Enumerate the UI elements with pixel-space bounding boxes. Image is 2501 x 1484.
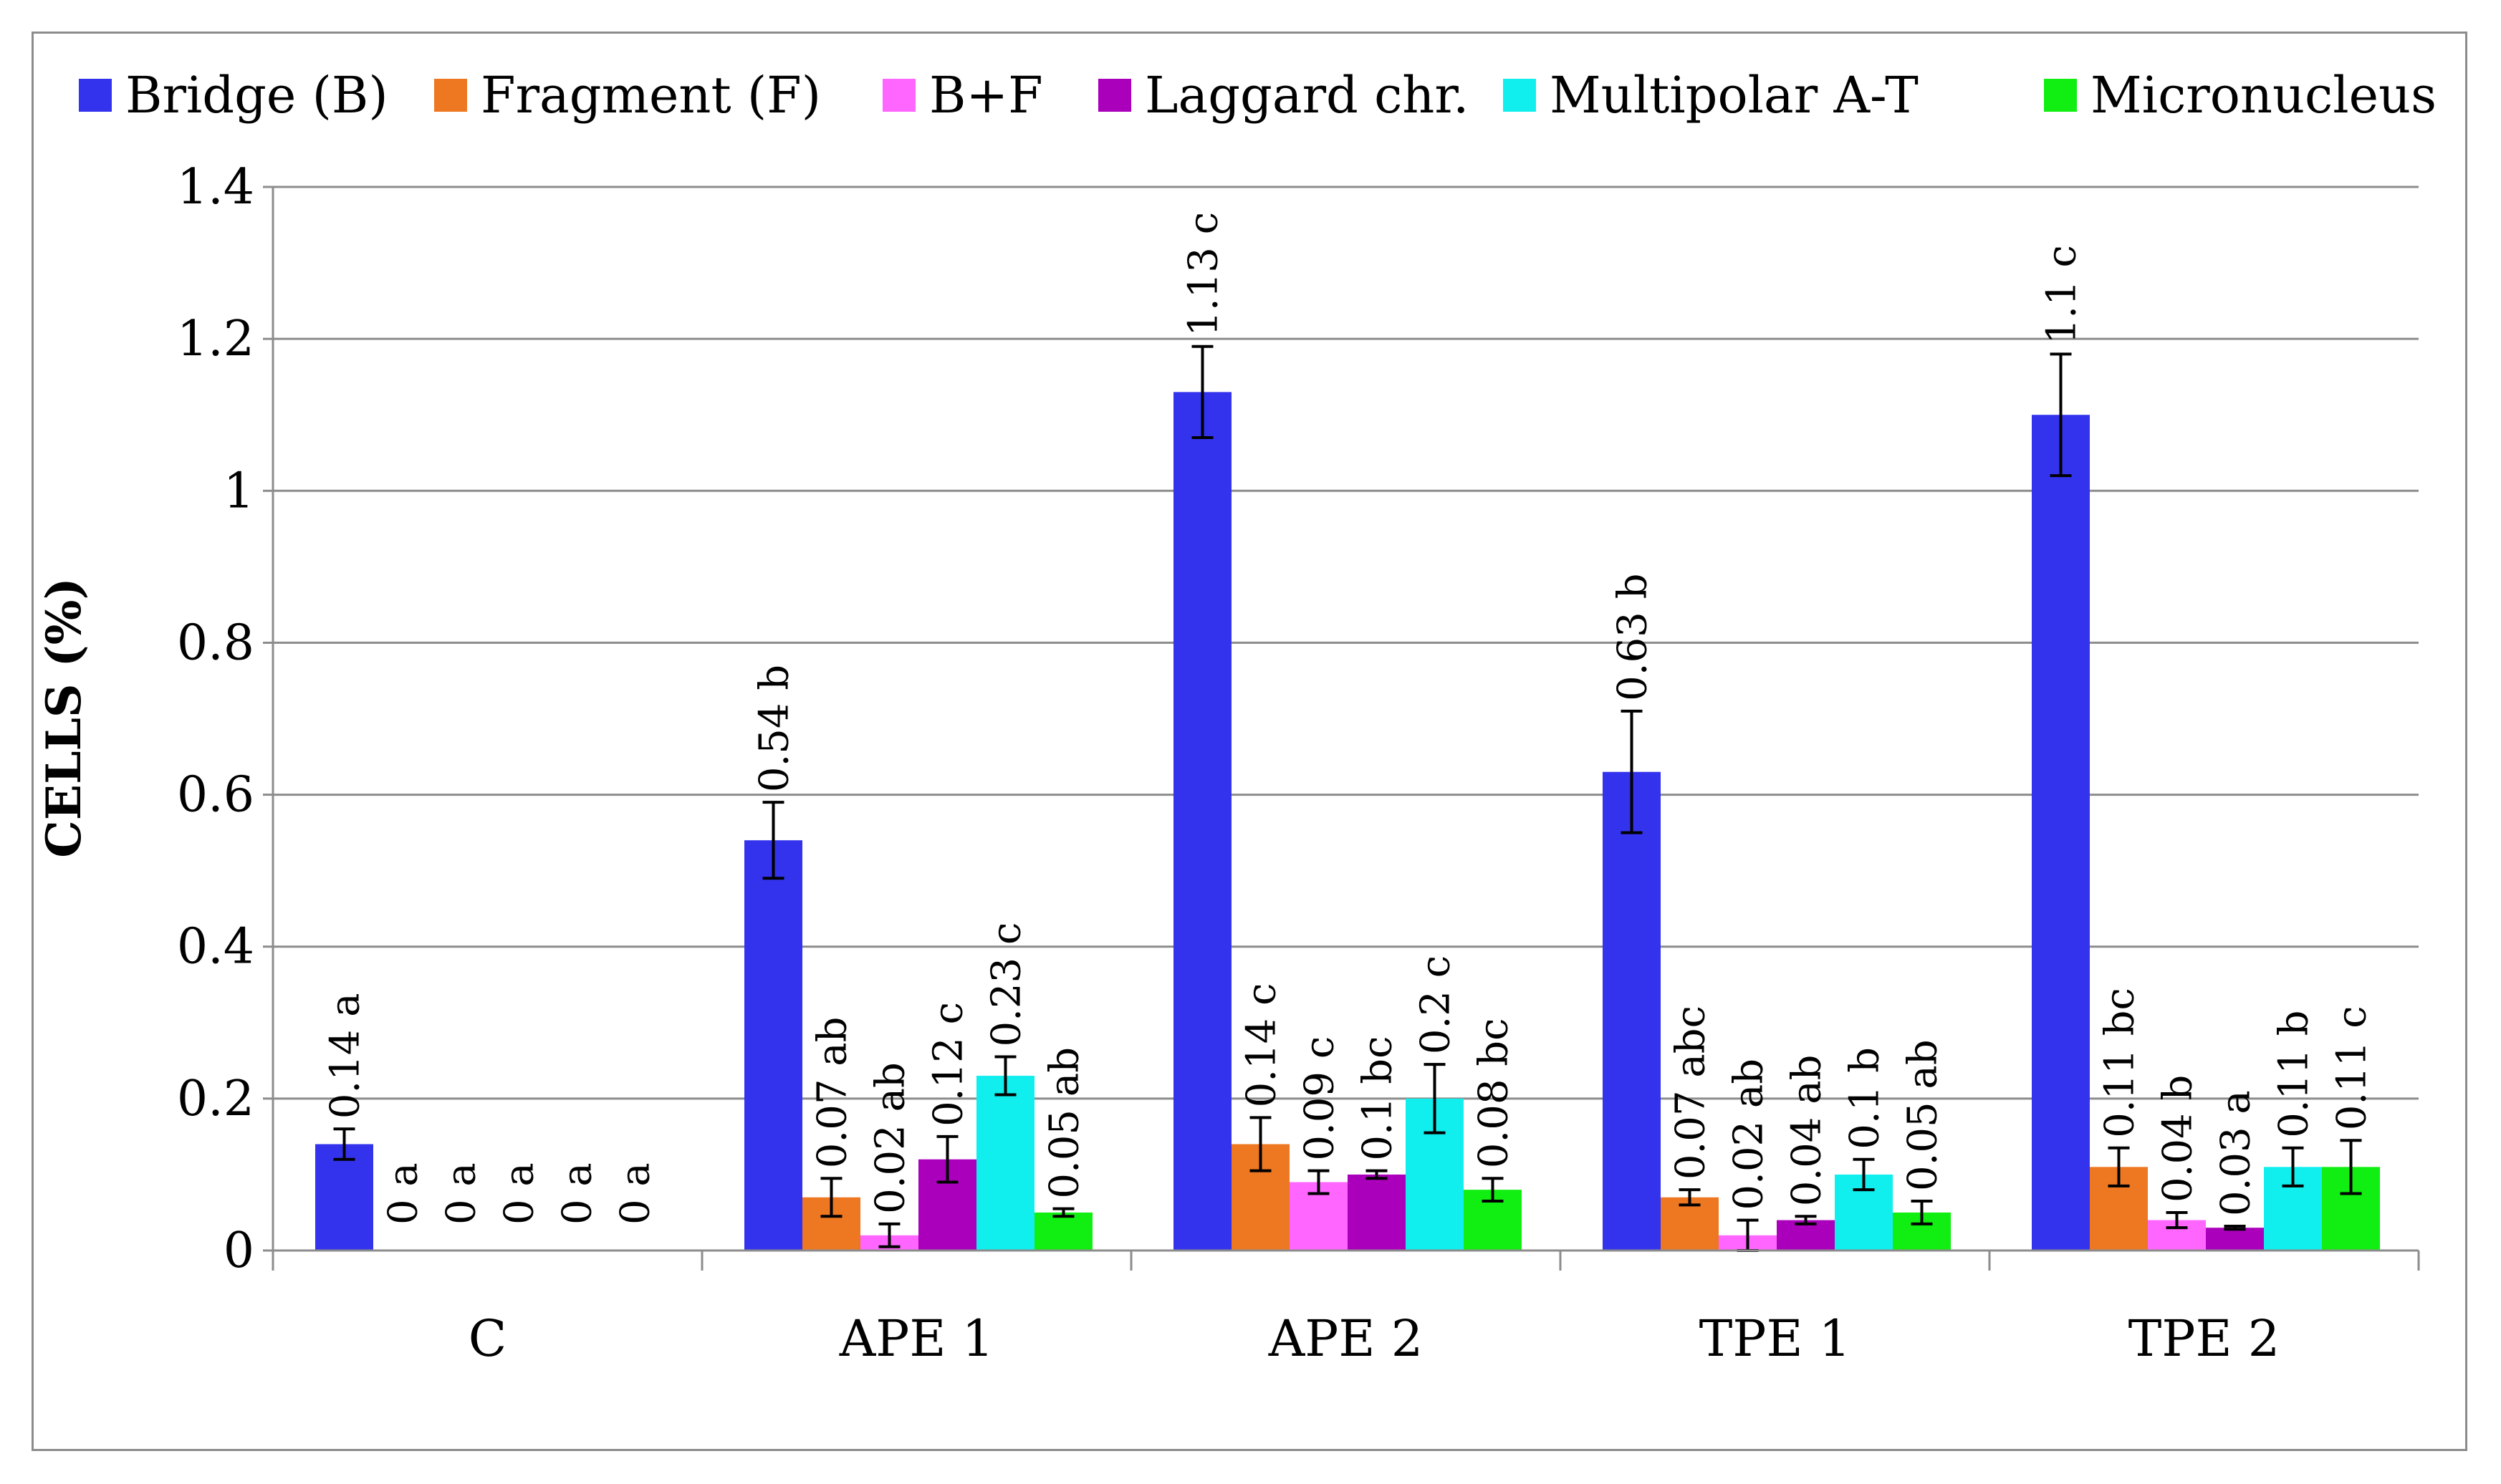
legend-swatch bbox=[1503, 79, 1536, 112]
legend-label: B+F bbox=[929, 66, 1043, 125]
data-label: 0.07 ab bbox=[810, 1016, 856, 1168]
y-tick-label: 1.4 bbox=[177, 159, 254, 216]
y-tick-label: 0.4 bbox=[177, 919, 254, 975]
data-labels: 0.14 a 0.54 b 1.13 c 0.63 b 1.1 c 0 a 0.07 ab 0… bbox=[322, 212, 2376, 1225]
category-label: APE 2 bbox=[1268, 1309, 1424, 1368]
data-label: 0.11 b bbox=[2271, 1010, 2318, 1137]
legend-swatch bbox=[1098, 79, 1131, 112]
data-label: 0.11 c bbox=[2329, 1006, 2376, 1130]
error-bars bbox=[333, 344, 2362, 1252]
y-tick-label: 0 bbox=[224, 1223, 254, 1279]
data-label: 0.09 c bbox=[1297, 1036, 1343, 1161]
bar bbox=[976, 1076, 1035, 1251]
data-label: 0.63 b bbox=[1610, 574, 1656, 701]
data-label: 0.05 ab bbox=[1042, 1047, 1088, 1199]
data-label: 0.08 bc bbox=[1471, 1018, 1517, 1169]
y-tick-label: 0.8 bbox=[177, 615, 254, 671]
data-label: 0.54 b bbox=[752, 665, 798, 792]
data-label: 0.03 a bbox=[2213, 1090, 2260, 1216]
y-tick-label: 1.2 bbox=[177, 311, 254, 367]
bar bbox=[1603, 771, 1661, 1251]
data-label: 0.2 c bbox=[1413, 955, 1459, 1054]
data-label: 1.13 c bbox=[1181, 212, 1227, 337]
data-label: 0 a bbox=[555, 1162, 601, 1225]
y-tick-label: 1 bbox=[224, 463, 254, 519]
category-label: TPE 1 bbox=[1699, 1309, 1851, 1368]
bar bbox=[2206, 1228, 2264, 1251]
data-label: 0.14 a bbox=[322, 993, 369, 1119]
data-label: 0.05 ab bbox=[1900, 1039, 1946, 1191]
bar bbox=[2032, 415, 2090, 1251]
data-label: 0.04 b bbox=[2155, 1075, 2202, 1203]
category-label: APE 1 bbox=[839, 1309, 994, 1368]
legend-swatch bbox=[883, 79, 916, 112]
gridlines bbox=[273, 186, 2419, 1100]
legend-label: Bridge (B) bbox=[125, 66, 388, 125]
data-label: 0 a bbox=[496, 1162, 543, 1225]
legend-label: Micronucleus bbox=[2090, 66, 2437, 125]
axes bbox=[272, 187, 2420, 1271]
data-label: 0.02 ab bbox=[868, 1062, 914, 1214]
data-label: 0 a bbox=[438, 1162, 485, 1225]
bar bbox=[315, 1144, 373, 1251]
legend-swatch bbox=[79, 79, 112, 112]
data-label: 0.04 ab bbox=[1784, 1055, 1830, 1207]
y-tick-label: 0.6 bbox=[177, 767, 254, 824]
category-label: TPE 2 bbox=[2128, 1309, 2280, 1368]
legend-swatch bbox=[2044, 79, 2077, 112]
y-axis-title: CELLS (%) bbox=[36, 577, 92, 857]
bar bbox=[1348, 1174, 1406, 1251]
bar bbox=[1173, 392, 1232, 1251]
bar bbox=[1035, 1212, 1093, 1251]
bar bbox=[744, 840, 802, 1251]
data-label: 0 a bbox=[613, 1162, 659, 1225]
category-label: C bbox=[469, 1309, 507, 1368]
bars bbox=[315, 392, 2380, 1251]
legend-label: Laggard chr. bbox=[1145, 66, 1469, 125]
legend: Bridge (B) Fragment (F) B+F Laggard chr. Mul… bbox=[79, 66, 2437, 125]
data-label: 0.14 c bbox=[1239, 983, 1285, 1108]
chart-frame bbox=[32, 32, 2467, 1451]
data-label: 0.12 c bbox=[926, 1002, 972, 1127]
data-label: 0.1 bc bbox=[1355, 1036, 1401, 1161]
category-labels: C APE 1 APE 2 TPE 1 TPE 2 bbox=[469, 1309, 2280, 1368]
data-label: 0.11 bc bbox=[2097, 988, 2144, 1138]
data-label: 0 a bbox=[380, 1162, 427, 1225]
data-label: 0.02 ab bbox=[1726, 1059, 1772, 1210]
data-label: 0.23 c bbox=[984, 922, 1030, 1047]
data-label: 0.1 b bbox=[1842, 1047, 1888, 1150]
data-label: 0.07 abc bbox=[1668, 1006, 1714, 1180]
legend-swatch bbox=[434, 79, 467, 112]
y-axis-ticks: 0 0.2 0.4 0.6 0.8 1 1.2 1.4 bbox=[177, 159, 273, 1279]
y-tick-label: 0.2 bbox=[177, 1071, 254, 1127]
legend-label: Multipolar A-T bbox=[1550, 66, 1919, 125]
legend-label: Fragment (F) bbox=[481, 66, 821, 125]
data-label: 1.1 c bbox=[2039, 245, 2085, 344]
